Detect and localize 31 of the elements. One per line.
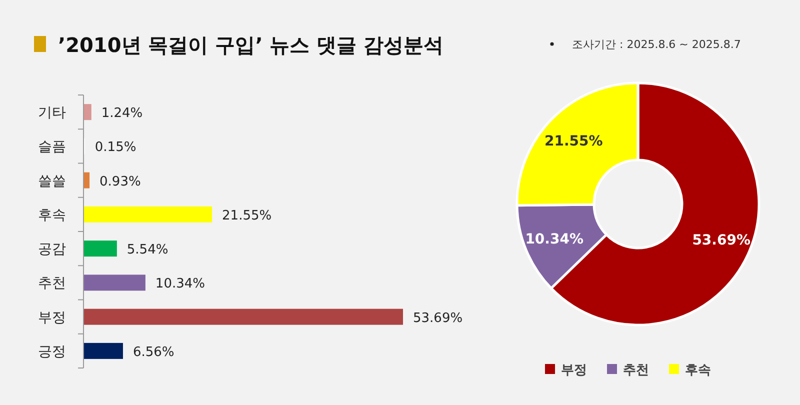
y-tick-label: 쓸쓸 [38, 173, 66, 190]
data-label: 0.15% [94, 140, 136, 156]
data-label: 21.55% [222, 208, 272, 224]
chart-subtitle: 조사기간 : 2025.8.6 ~ 2025.8.7 [572, 38, 741, 51]
data-label: 0.93% [100, 174, 141, 190]
data-label: 10.34% [525, 231, 584, 248]
data-label: 5.54% [126, 242, 168, 258]
data-label: 1.24% [101, 106, 143, 122]
data-label: 53.69% [413, 310, 463, 326]
y-tick-label: 공감 [38, 242, 66, 258]
y-tick-label: 추천 [38, 276, 66, 292]
y-tick-label: 긍정 [38, 344, 66, 360]
y-tick-label: 기타 [38, 105, 66, 122]
y-tick-label: 부정 [38, 310, 66, 326]
bar [84, 240, 117, 257]
bar [84, 308, 403, 325]
bar [84, 206, 212, 222]
bar [84, 342, 123, 359]
bar [84, 104, 92, 120]
data-label: 10.34% [155, 276, 206, 292]
data-label: 6.56% [132, 344, 174, 360]
y-tick-label: 후속 [38, 207, 66, 224]
data-label: 21.55% [544, 133, 603, 150]
bar [84, 172, 90, 188]
legend-label: 후속 [685, 363, 711, 378]
legend-label: 추천 [623, 363, 649, 378]
data-label: 53.69% [692, 232, 751, 248]
legend-label: 부정 [561, 363, 587, 378]
y-tick-label: 슬픔 [38, 139, 66, 156]
bar [84, 274, 146, 291]
chart-title: ’2010년 목걸이 구입’ 뉴스 댓글 감성분석 [58, 33, 444, 57]
